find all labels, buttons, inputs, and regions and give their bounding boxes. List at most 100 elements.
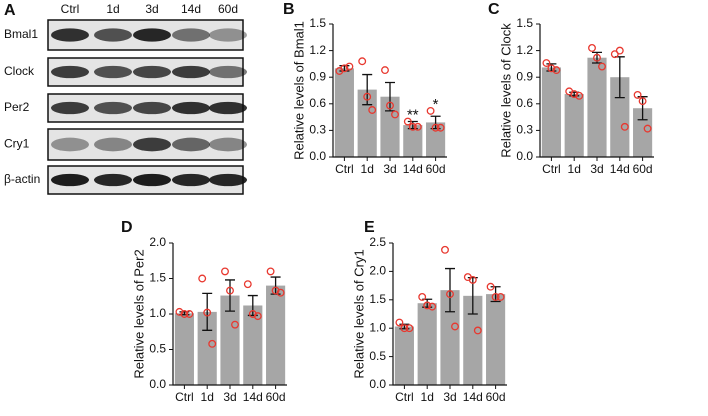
data-point bbox=[593, 53, 601, 62]
lane-label: 14d bbox=[181, 2, 201, 16]
protein-label: β-actin bbox=[4, 172, 40, 186]
data-point bbox=[468, 275, 477, 284]
y-tick-label: 1.0 bbox=[369, 320, 386, 334]
data-point bbox=[473, 326, 482, 335]
y-tick-label: 1.2 bbox=[309, 43, 326, 57]
data-point bbox=[175, 307, 184, 316]
data-point bbox=[413, 122, 422, 131]
data-point bbox=[363, 92, 372, 101]
y-tick-label: 1.2 bbox=[516, 43, 533, 57]
data-point bbox=[253, 312, 262, 321]
blot-band bbox=[133, 101, 171, 115]
x-tick-label: 60d bbox=[633, 162, 653, 176]
data-point bbox=[451, 322, 459, 331]
y-tick-label: 1.5 bbox=[149, 271, 166, 285]
data-point bbox=[408, 122, 417, 131]
bar bbox=[220, 295, 240, 385]
panel-letter: C bbox=[488, 1, 500, 18]
x-tick-label: 3d bbox=[443, 390, 456, 404]
x-tick-label: 3d bbox=[590, 162, 603, 176]
bar bbox=[394, 326, 414, 385]
data-point bbox=[386, 101, 394, 110]
blot-band bbox=[94, 173, 132, 187]
data-point bbox=[248, 310, 257, 318]
y-tick-label: 2.5 bbox=[369, 235, 386, 249]
data-point bbox=[226, 286, 234, 295]
error-bar bbox=[225, 279, 235, 312]
x-tick-label: 14d bbox=[610, 162, 630, 176]
y-axis-title: Relative levels of Per2 bbox=[131, 249, 146, 378]
blot-band bbox=[51, 101, 89, 115]
data-point bbox=[231, 320, 239, 329]
blot-band bbox=[51, 137, 89, 152]
protein-label: Clock bbox=[4, 64, 35, 78]
data-point bbox=[418, 293, 427, 301]
y-axis-title: Relative levels of Cry1 bbox=[351, 249, 366, 378]
significance: ** bbox=[407, 107, 419, 124]
data-point bbox=[271, 286, 280, 295]
bar bbox=[633, 108, 653, 157]
blot-band bbox=[172, 65, 210, 79]
blot-band bbox=[133, 137, 171, 152]
data-point bbox=[436, 123, 445, 132]
blot-band bbox=[209, 173, 247, 187]
error-bar bbox=[637, 96, 648, 121]
bar bbox=[417, 303, 437, 385]
lane-label: 3d bbox=[145, 2, 158, 16]
data-point bbox=[542, 59, 551, 67]
y-tick-label: 0.0 bbox=[149, 377, 166, 391]
panel-letter: E bbox=[364, 219, 375, 236]
data-point bbox=[575, 91, 584, 100]
blot-band bbox=[209, 101, 247, 115]
data-point bbox=[598, 62, 606, 71]
blot-band bbox=[172, 173, 210, 187]
panel-letter: D bbox=[121, 219, 133, 236]
bar bbox=[440, 290, 460, 385]
blot-band bbox=[172, 28, 210, 42]
data-point bbox=[615, 46, 624, 55]
data-point bbox=[403, 117, 412, 126]
y-tick-label: 0.0 bbox=[369, 377, 386, 391]
panel-letter: B bbox=[283, 1, 295, 18]
lane-label: Ctrl bbox=[61, 2, 80, 16]
blot-band bbox=[94, 101, 132, 115]
data-point bbox=[491, 293, 500, 301]
data-point bbox=[368, 106, 377, 114]
bar bbox=[564, 94, 584, 157]
bar bbox=[174, 313, 194, 385]
bar bbox=[541, 67, 561, 157]
data-point bbox=[266, 267, 275, 276]
data-point bbox=[428, 302, 437, 311]
axes bbox=[172, 243, 287, 386]
x-tick-label: 60d bbox=[266, 390, 286, 404]
x-tick-label: 1d bbox=[361, 162, 374, 176]
data-point bbox=[345, 62, 354, 71]
bar bbox=[334, 68, 354, 157]
blot-band bbox=[172, 137, 210, 152]
x-tick-label: 3d bbox=[223, 390, 236, 404]
y-tick-label: 0.3 bbox=[516, 123, 533, 137]
lane-label: 1d bbox=[106, 2, 119, 16]
data-point bbox=[221, 267, 229, 276]
y-tick-label: 0.5 bbox=[149, 342, 166, 356]
blot-band bbox=[209, 137, 247, 152]
error-bar bbox=[445, 267, 455, 313]
x-tick-label: Ctrl bbox=[542, 162, 561, 176]
protein-label: Bmal1 bbox=[4, 27, 38, 41]
blot-band bbox=[133, 65, 171, 79]
blot-band bbox=[94, 65, 132, 79]
x-tick-label: 14d bbox=[403, 162, 423, 176]
bar bbox=[463, 295, 483, 385]
data-point bbox=[638, 97, 647, 106]
y-tick-label: 0.9 bbox=[516, 69, 533, 83]
data-point bbox=[405, 324, 414, 333]
data-point bbox=[243, 280, 252, 289]
data-point bbox=[180, 310, 189, 318]
y-axis-title: Relative levels of Clock bbox=[498, 23, 513, 158]
bar bbox=[486, 294, 506, 385]
y-tick-label: 2.0 bbox=[369, 264, 386, 278]
data-point bbox=[400, 324, 409, 333]
x-tick-label: 60d bbox=[486, 390, 506, 404]
bar bbox=[587, 57, 607, 158]
data-point bbox=[570, 90, 579, 98]
